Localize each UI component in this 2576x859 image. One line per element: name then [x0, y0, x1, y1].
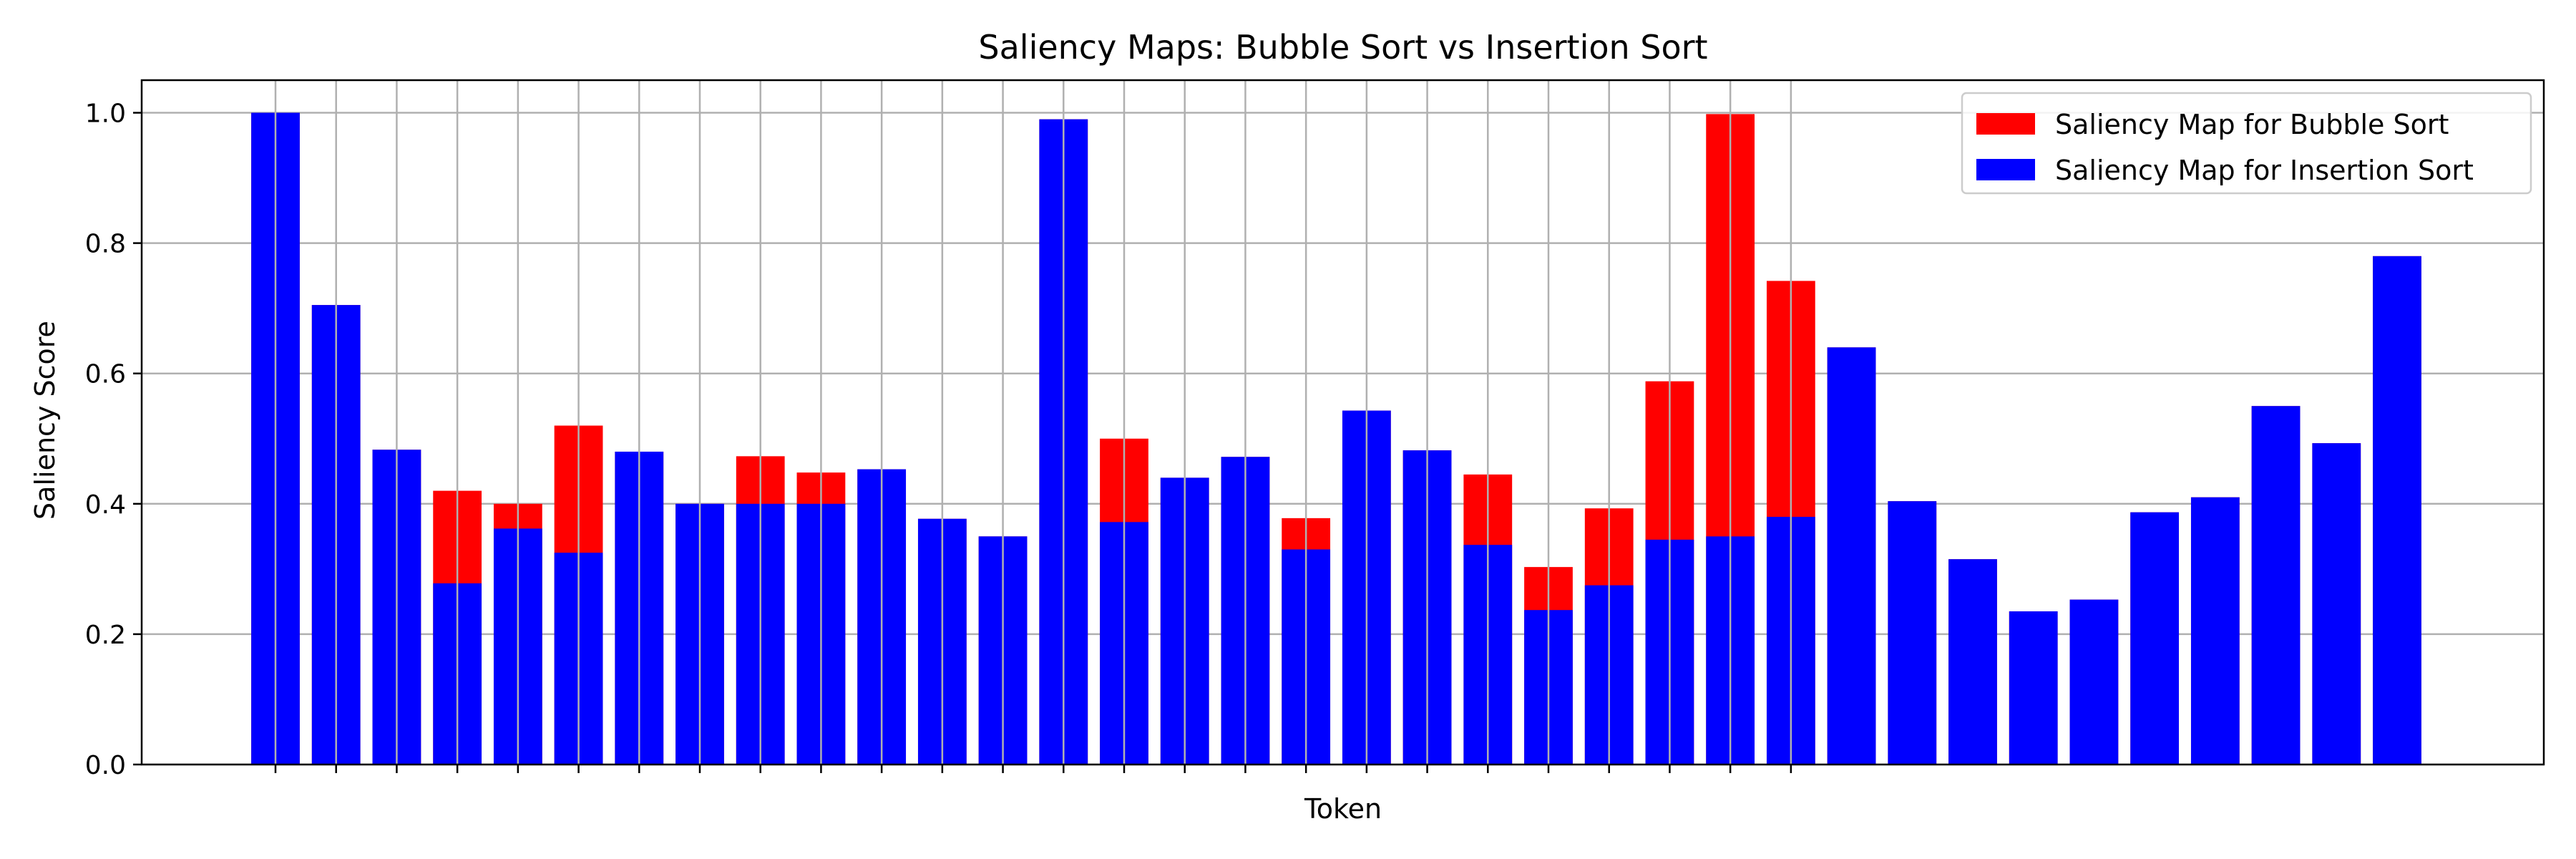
y-tick-label: 0.2 — [85, 621, 126, 650]
chart-legend: Saliency Map for Bubble Sort Saliency Map… — [1961, 92, 2532, 195]
bar-insertion-sort — [2130, 512, 2180, 765]
bar-insertion-sort — [2373, 256, 2421, 765]
bar-insertion-sort — [1827, 347, 1876, 765]
legend-label: Saliency Map for Bubble Sort — [2055, 109, 2449, 140]
y-tick-label: 0.6 — [85, 360, 126, 389]
bar-insertion-sort — [2251, 406, 2301, 765]
legend-swatch — [1976, 159, 2035, 180]
axes-frame — [140, 79, 2545, 766]
legend-swatch — [1976, 113, 2035, 135]
bar-insertion-sort — [2009, 611, 2058, 765]
plot-area: 0.0 0.2 0.4 0.6 0.8 1.0 — [85, 79, 2545, 780]
bar-insertion-sort — [1948, 559, 1997, 765]
legend-box — [1961, 92, 2532, 195]
y-axis-label: Saliency Score — [29, 321, 61, 520]
chart-title: Saliency Maps: Bubble Sort vs Insertion … — [978, 28, 1707, 67]
y-tick-label: 1.0 — [85, 100, 126, 129]
bar-insertion-sort — [2312, 443, 2361, 765]
y-tick-label: 0.0 — [85, 751, 126, 780]
bar-insertion-sort — [2069, 599, 2119, 765]
x-axis-label: Token — [1304, 793, 1382, 825]
y-tick-label: 0.8 — [85, 230, 126, 259]
y-tick-label: 0.4 — [85, 490, 126, 520]
bar-insertion-sort — [1888, 501, 1937, 765]
legend-label: Saliency Map for Insertion Sort — [2055, 155, 2474, 186]
bar-insertion-sort — [2190, 497, 2240, 765]
